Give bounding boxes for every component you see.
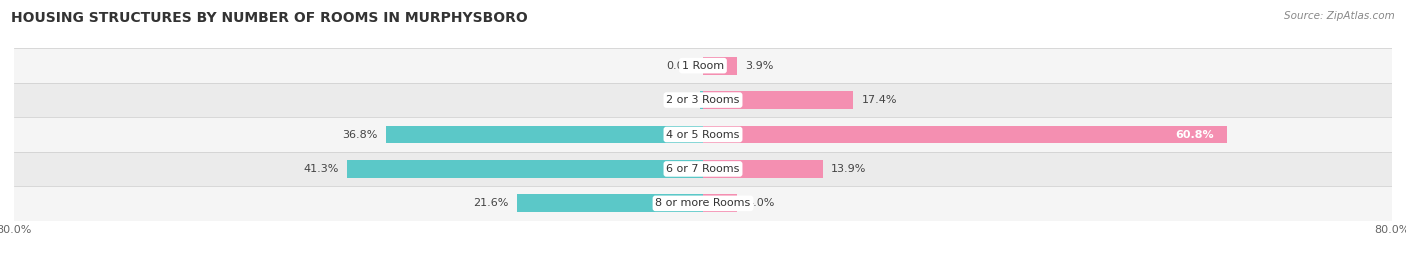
Text: Source: ZipAtlas.com: Source: ZipAtlas.com	[1284, 11, 1395, 21]
Bar	[14, 48, 1392, 83]
Text: 6 or 7 Rooms: 6 or 7 Rooms	[666, 164, 740, 174]
Text: 2 or 3 Rooms: 2 or 3 Rooms	[666, 95, 740, 105]
Bar	[703, 160, 823, 178]
Bar	[703, 194, 738, 212]
Text: 0.3%: 0.3%	[664, 95, 692, 105]
Bar	[703, 57, 737, 75]
Bar	[703, 91, 853, 109]
Text: 17.4%: 17.4%	[862, 95, 897, 105]
Text: 13.9%: 13.9%	[831, 164, 866, 174]
Bar	[14, 117, 1392, 152]
Text: 41.3%: 41.3%	[304, 164, 339, 174]
Bar	[14, 152, 1392, 186]
Text: 3.9%: 3.9%	[745, 61, 773, 71]
Bar	[14, 83, 1392, 117]
Text: 8 or more Rooms: 8 or more Rooms	[655, 198, 751, 208]
Text: 4.0%: 4.0%	[747, 198, 775, 208]
Text: 4 or 5 Rooms: 4 or 5 Rooms	[666, 129, 740, 140]
Text: 60.8%: 60.8%	[1175, 129, 1213, 140]
Text: 36.8%: 36.8%	[342, 129, 377, 140]
Text: HOUSING STRUCTURES BY NUMBER OF ROOMS IN MURPHYSBORO: HOUSING STRUCTURES BY NUMBER OF ROOMS IN…	[11, 11, 529, 25]
Text: 21.6%: 21.6%	[472, 198, 509, 208]
Text: 1 Room: 1 Room	[682, 61, 724, 71]
Bar	[700, 91, 703, 109]
Text: 0.0%: 0.0%	[666, 61, 695, 71]
Bar	[387, 126, 703, 143]
Bar	[703, 126, 1226, 143]
Bar	[517, 194, 703, 212]
Bar	[347, 160, 703, 178]
Bar	[14, 186, 1392, 221]
